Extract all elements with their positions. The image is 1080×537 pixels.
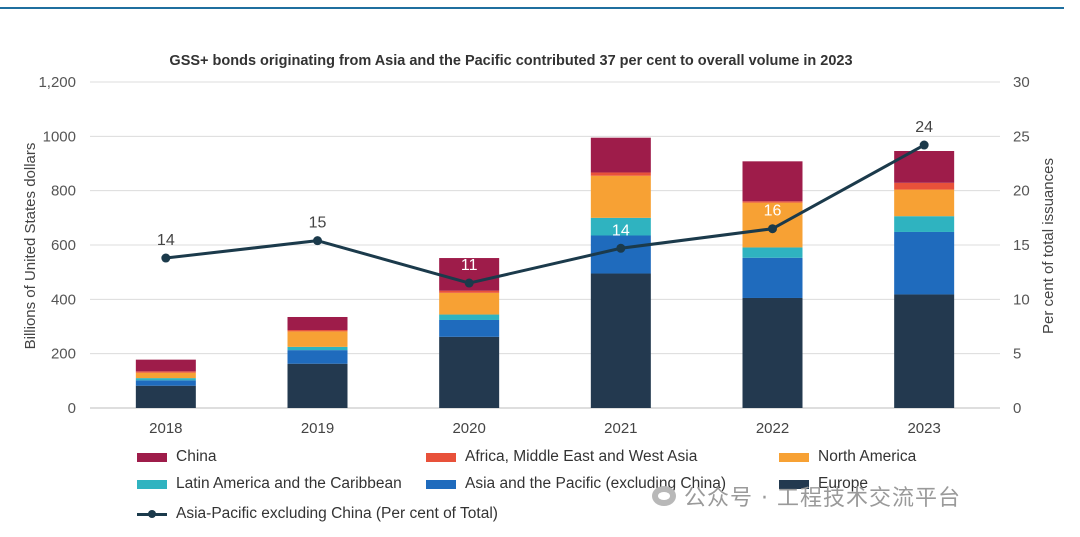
bar-segment-africa-middle-east-and-west-asia xyxy=(287,330,348,332)
y-axis-left: 0 200 400 600 800 1000 1,200 xyxy=(38,74,76,417)
bar-segment-africa-middle-east-and-west-asia xyxy=(894,182,955,190)
line-point xyxy=(919,140,929,150)
line-point xyxy=(313,236,322,246)
y2-tick-label: 0 xyxy=(1013,400,1021,417)
x-tick-label: 2019 xyxy=(301,420,334,437)
y2-tick-label: 25 xyxy=(1013,128,1030,145)
line-point xyxy=(616,243,626,253)
bar-segment-africa-middle-east-and-west-asia xyxy=(742,201,803,203)
bar-segment-asia-and-the-pacific-excluding-china xyxy=(894,231,955,295)
chart-title: GSS+ bonds originating from Asia and the… xyxy=(169,53,852,69)
y2-axis-label: Per cent of total issuances xyxy=(1040,158,1057,334)
y-tick-label: 1000 xyxy=(43,128,76,145)
line-point xyxy=(768,224,777,234)
y-axis-right: 0 5 10 15 20 25 30 xyxy=(1013,74,1030,417)
x-tick-label: 2022 xyxy=(756,420,789,437)
bar-segment-africa-middle-east-and-west-asia xyxy=(135,371,196,373)
bar-segment-north-america xyxy=(287,331,348,347)
top-rule xyxy=(0,7,1064,9)
y-axis-label: Billions of United States dollars xyxy=(22,143,39,350)
x-axis: 2018 2019 2020 2021 2022 2023 xyxy=(149,420,941,437)
bar-segment-china xyxy=(135,359,196,372)
line-point xyxy=(464,278,474,288)
bar-segment-north-america xyxy=(590,175,651,218)
bar-segment-asia-and-the-pacific-excluding-china xyxy=(287,350,348,364)
y2-tick-label: 30 xyxy=(1013,74,1030,91)
x-tick-label: 2020 xyxy=(452,420,485,437)
bar-segment-north-america xyxy=(439,292,500,315)
x-tick-label: 2021 xyxy=(604,420,637,437)
bar-segment-europe xyxy=(894,294,955,408)
watermark: 公众号 · 工程技术交流平台 xyxy=(652,480,961,512)
line-layer: 14 15 11 14 16 24 xyxy=(157,119,933,288)
y-tick-label: 600 xyxy=(51,237,76,254)
bar-segment-china xyxy=(742,161,803,202)
x-tick-label: 2023 xyxy=(907,420,940,437)
line-series-asia-pacific-ex-china xyxy=(165,143,925,285)
line-data-label: 14 xyxy=(157,232,175,249)
bar-segment-north-america xyxy=(894,189,955,217)
bars xyxy=(135,137,955,408)
bar-segment-latin-america-and-the-caribbean xyxy=(894,216,955,232)
bar-segment-asia-and-the-pacific-excluding-china xyxy=(439,319,500,337)
y2-tick-label: 5 xyxy=(1013,346,1021,363)
bar-segment-north-america xyxy=(135,372,196,379)
bar-segment-europe xyxy=(742,297,803,408)
y2-tick-label: 10 xyxy=(1013,291,1030,308)
y-tick-label: 0 xyxy=(68,400,76,417)
bar-segment-africa-middle-east-and-west-asia xyxy=(439,290,500,293)
y-tick-label: 1,200 xyxy=(38,74,76,91)
bar-segment-latin-america-and-the-caribbean xyxy=(590,217,651,236)
bar-segment-asia-and-the-pacific-excluding-china xyxy=(590,235,651,274)
bar-segment-asia-and-the-pacific-excluding-china xyxy=(742,257,803,298)
line-data-label: 11 xyxy=(461,257,478,274)
chat-bubble-icon xyxy=(652,486,676,506)
y-tick-label: 200 xyxy=(51,346,76,363)
watermark-text: 公众号 · 工程技术交流平台 xyxy=(684,486,961,511)
bar-segment-latin-america-and-the-caribbean xyxy=(287,346,348,351)
bar-segment-latin-america-and-the-caribbean xyxy=(135,378,196,381)
bar-segment-china xyxy=(287,316,348,331)
y-tick-label: 400 xyxy=(51,291,76,308)
y2-tick-label: 20 xyxy=(1013,183,1030,200)
gridlines xyxy=(90,81,1000,409)
bar-segment-latin-america-and-the-caribbean xyxy=(742,247,803,258)
bar-segment-europe xyxy=(439,336,500,408)
line-data-label: 24 xyxy=(915,119,933,136)
line-data-label: 15 xyxy=(309,215,327,232)
bar-segment-asia-and-the-pacific-excluding-china xyxy=(135,380,196,386)
bar-segment-europe xyxy=(590,273,651,408)
x-tick-label: 2018 xyxy=(149,420,182,437)
line-data-label: 14 xyxy=(612,222,630,239)
bar-segment-latin-america-and-the-caribbean xyxy=(439,314,500,320)
line-data-label: 16 xyxy=(764,203,782,220)
bar-segment-europe xyxy=(135,385,196,408)
bar-segment-china xyxy=(590,137,651,173)
y2-tick-label: 15 xyxy=(1013,237,1030,254)
line-point xyxy=(161,253,171,263)
y-tick-label: 800 xyxy=(51,183,76,200)
bar-segment-europe xyxy=(287,363,348,408)
bar-segment-africa-middle-east-and-west-asia xyxy=(590,172,651,176)
